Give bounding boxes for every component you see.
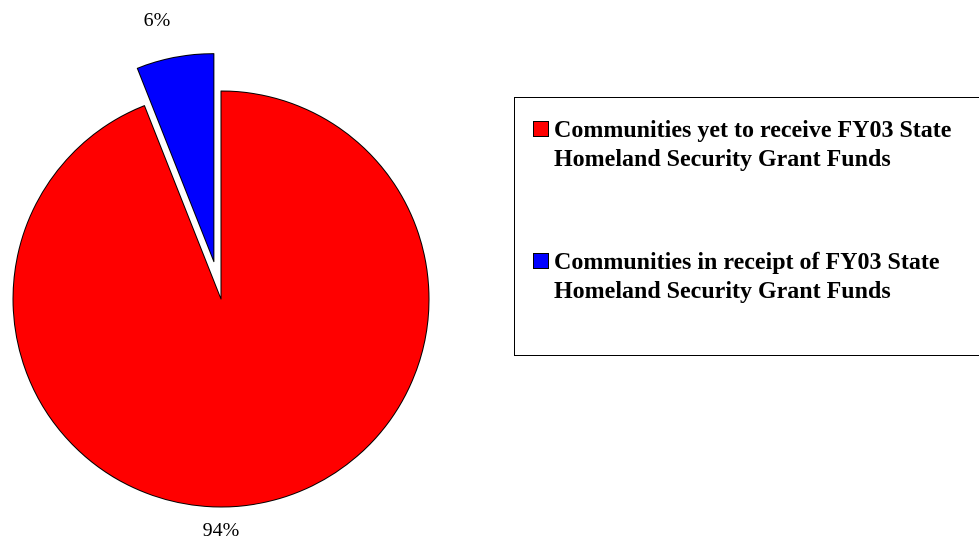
pie-slice-in-receipt xyxy=(136,53,215,263)
legend-label-in-receipt: Communities in receipt of FY03 State Hom… xyxy=(554,249,940,304)
slice-label-in-receipt: 6% xyxy=(144,9,171,31)
chart-legend: Communities yet to receive FY03 State Ho… xyxy=(514,97,979,356)
legend-swatch-red xyxy=(533,121,549,137)
pie-slice-yet-to-receive xyxy=(12,90,430,508)
pie-slices xyxy=(12,53,430,508)
legend-swatch-blue xyxy=(533,253,549,269)
legend-label-yet-to-receive: Communities yet to receive FY03 State Ho… xyxy=(554,117,952,172)
slice-label-yet-to-receive: 94% xyxy=(203,519,240,541)
